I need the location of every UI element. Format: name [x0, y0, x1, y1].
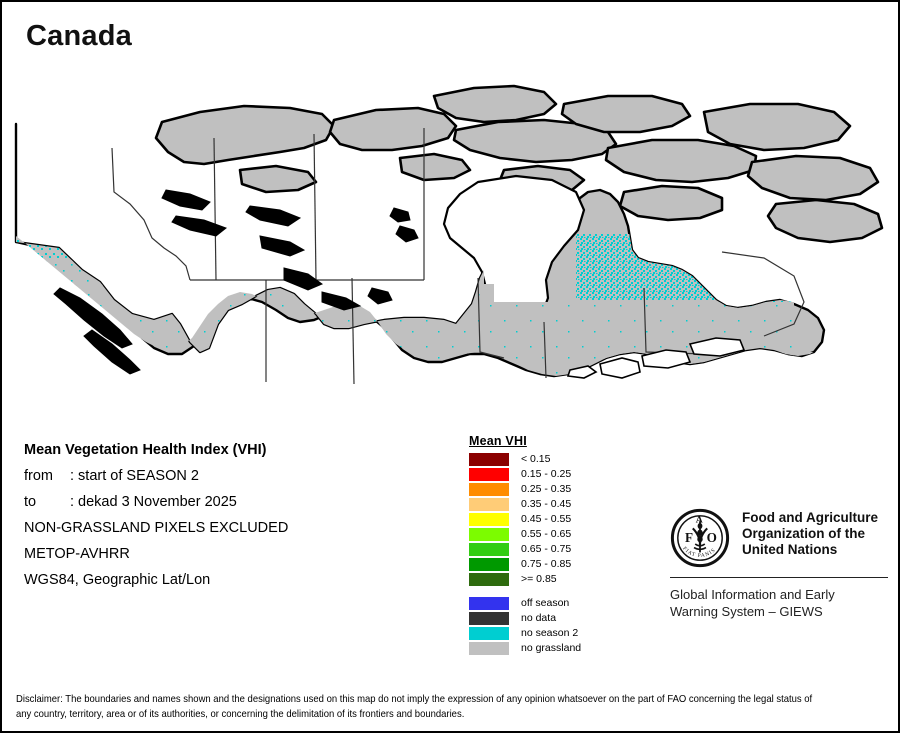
fao-header: F O A FIAT PANIS Food and Agriculture Or…: [670, 508, 888, 568]
legend-item[interactable]: < 0.15: [469, 452, 639, 466]
legend-item[interactable]: 0.65 - 0.75: [469, 542, 639, 556]
legend-item[interactable]: 0.25 - 0.35: [469, 482, 639, 496]
legend-label: 0.55 - 0.65: [521, 528, 572, 540]
legend-label: < 0.15: [521, 453, 551, 465]
legend-item[interactable]: 0.15 - 0.25: [469, 467, 639, 481]
metadata-exclusion: NON-GRASSLAND PIXELS EXCLUDED: [24, 520, 289, 536]
legend-label: no data: [521, 612, 557, 624]
page-title: Canada: [26, 20, 132, 52]
legend-swatch: [469, 557, 509, 571]
metadata-heading: Mean Vegetation Health Index (VHI): [24, 442, 267, 458]
legend-label: 0.25 - 0.35: [521, 483, 572, 495]
legend-item[interactable]: >= 0.85: [469, 572, 639, 586]
canada-vhi-map[interactable]: [4, 52, 898, 412]
legend-item[interactable]: 0.45 - 0.55: [469, 512, 639, 526]
legend-item[interactable]: 0.75 - 0.85: [469, 557, 639, 571]
fao-org-line3: United Nations: [742, 542, 838, 557]
legend-swatch: [469, 596, 509, 610]
legend-swatch: [469, 452, 509, 466]
legend-label: 0.15 - 0.25: [521, 468, 572, 480]
legend-label: no grassland: [521, 642, 582, 654]
metadata-sensor: METOP-AVHRR: [24, 546, 130, 562]
fao-org-line2: Organization of the: [742, 526, 865, 541]
to-value: : dekad 3 November 2025: [70, 494, 237, 510]
legend-item-special[interactable]: off season: [469, 596, 639, 610]
legend-item-special[interactable]: no season 2: [469, 626, 639, 640]
from-value: : start of SEASON 2: [70, 468, 199, 484]
legend-swatch: [469, 641, 509, 655]
legend-swatch: [469, 626, 509, 640]
legend-swatch: [469, 467, 509, 481]
metadata-to-row: to : dekad 3 November 2025: [24, 494, 444, 510]
legend-swatch: [469, 542, 509, 556]
giews-line1: Global Information and Early: [670, 587, 835, 602]
legend-swatch: [469, 512, 509, 526]
legend-label: 0.65 - 0.75: [521, 543, 572, 555]
legend-label: no season 2: [521, 627, 579, 639]
legend-swatch: [469, 527, 509, 541]
legend-swatch: [469, 572, 509, 586]
map-metadata-block: Mean Vegetation Health Index (VHI) from:…: [24, 442, 444, 598]
legend: Mean VHI < 0.15 0.15 - 0.25 0.25 - 0.35 …: [469, 434, 639, 656]
legend-title: Mean VHI: [469, 434, 527, 448]
from-label: from: [24, 468, 53, 484]
arctic-archipelago: [154, 84, 884, 244]
to-label: to: [24, 494, 37, 510]
coastal-detail: [53, 189, 419, 375]
legend-label: off season: [521, 597, 570, 609]
legend-label: 0.75 - 0.85: [521, 558, 572, 570]
legend-label: 0.45 - 0.55: [521, 513, 572, 525]
fao-organization-name: Food and Agriculture Organization of the…: [742, 508, 878, 558]
legend-item[interactable]: 0.35 - 0.45: [469, 497, 639, 511]
svg-text:O: O: [707, 530, 717, 545]
disclaimer-text: Disclaimer: The boundaries and names sho…: [16, 694, 813, 720]
legend-item[interactable]: 0.55 - 0.65: [469, 527, 639, 541]
legend-item-special[interactable]: no data: [469, 611, 639, 625]
fao-org-line1: Food and Agriculture: [742, 510, 878, 525]
fao-emblem-icon: F O A FIAT PANIS: [670, 508, 730, 568]
fao-branding: F O A FIAT PANIS Food and Agriculture Or…: [670, 508, 888, 620]
legend-label: >= 0.85: [521, 573, 557, 585]
metadata-projection: WGS84, Geographic Lat/Lon: [24, 572, 211, 588]
legend-spacer: [469, 587, 639, 596]
legend-swatch: [469, 482, 509, 496]
fao-divider: [670, 577, 888, 578]
legend-swatch: [469, 497, 509, 511]
great-lakes: [566, 337, 746, 379]
legend-label: 0.35 - 0.45: [521, 498, 572, 510]
metadata-from-row: from : start of SEASON 2: [24, 468, 444, 484]
svg-text:F: F: [685, 530, 693, 545]
giews-subtitle: Global Information and Early Warning Sys…: [670, 586, 888, 620]
map-canvas[interactable]: [4, 52, 898, 412]
legend-swatch: [469, 611, 509, 625]
legend-item-special[interactable]: no grassland: [469, 641, 639, 655]
svg-text:A: A: [696, 514, 703, 525]
giews-line2: Warning System – GIEWS: [670, 604, 823, 619]
